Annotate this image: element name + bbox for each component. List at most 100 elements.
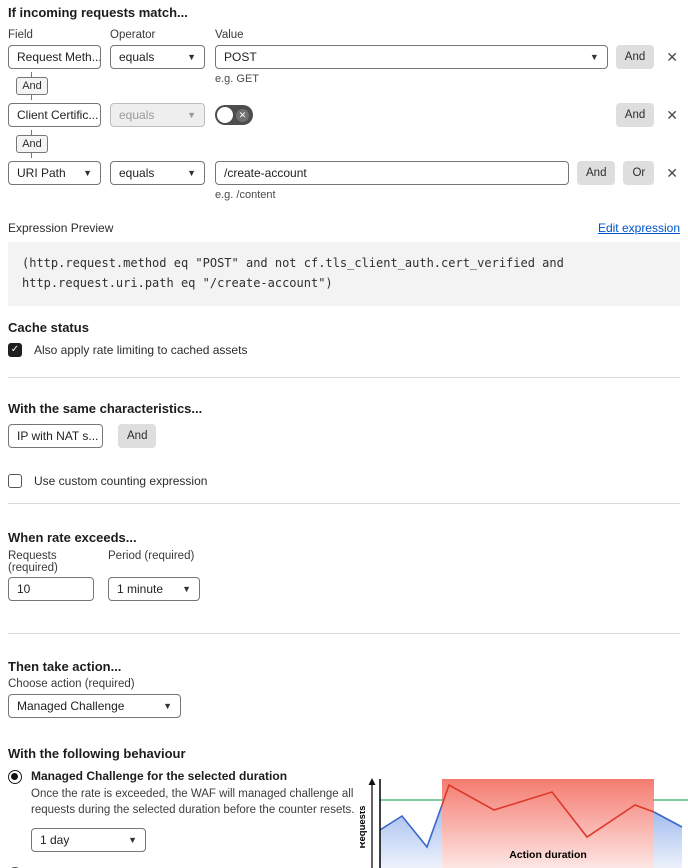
blue-area-right (654, 811, 682, 868)
chevron-down-icon: ▼ (589, 52, 599, 62)
value-column-label: Value (215, 29, 244, 41)
section-expression: Expression Preview Edit expression (http… (8, 221, 680, 306)
behaviour-option-throttle: Throttle requests over the maximum confi… (8, 866, 360, 868)
plot-axes (379, 778, 381, 868)
blue-area-left (380, 804, 442, 868)
divider (8, 502, 680, 504)
period-select[interactable]: 1 minute ▼ (108, 576, 200, 601)
field-select-3-value: URI Path (17, 166, 66, 180)
custom-counting-checkbox[interactable] (8, 473, 22, 488)
requests-input[interactable]: 10 (8, 576, 94, 601)
rate-heading: When rate exceeds... (8, 529, 137, 545)
characteristic-select-value: IP with NAT s... (17, 428, 99, 443)
value-hint-1: e.g. GET (215, 73, 260, 85)
operator-select-1[interactable]: equals ▼ (110, 45, 205, 69)
cert-verified-toggle[interactable]: ✕ (215, 105, 253, 125)
toggle-knob (217, 107, 233, 123)
connector-line (31, 72, 32, 77)
field-column-label: Field (8, 29, 33, 41)
field-select-1-value: Request Meth... (17, 50, 101, 64)
close-icon[interactable]: ✕ (666, 106, 678, 123)
section-characteristics: With the same characteristics... IP with… (8, 401, 680, 488)
divider (8, 632, 680, 634)
value-hint-3: e.g. /content (215, 189, 276, 201)
close-icon[interactable]: ✕ (666, 164, 678, 181)
action-duration-label: Action duration (509, 849, 587, 861)
value-select-1[interactable]: POST ▼ (215, 45, 608, 69)
duration-option-title: Managed Challenge for the selected durat… (31, 768, 288, 783)
and-button-row-3[interactable]: And (577, 161, 616, 185)
chevron-down-icon: ▼ (163, 700, 172, 711)
section-behaviour: With the following behaviour Managed Cha… (8, 745, 688, 868)
chevron-down-icon: ▼ (187, 168, 196, 178)
close-icon[interactable]: ✕ (666, 48, 678, 65)
behaviour-chart: Requests Time Action duration (357, 777, 688, 868)
duration-option-description: Once the rate is exceeded, the WAF will … (31, 787, 355, 817)
operator-select-2-value: equals (119, 108, 155, 122)
throttle-option-title: Throttle requests over the maximum confi… (31, 866, 360, 868)
cache-checkbox[interactable]: ✓ (8, 342, 22, 357)
section-action: Then take action... Choose action (requi… (8, 659, 680, 718)
value-input-3[interactable]: /create-account (215, 161, 570, 185)
choose-action-label: Choose action (required) (8, 677, 135, 690)
behaviour-option-duration: Managed Challenge for the selected durat… (8, 769, 360, 854)
characteristics-and-button[interactable]: And (118, 423, 157, 448)
connector-and-chip: And (16, 135, 48, 153)
characteristic-select[interactable]: IP with NAT s... ▼ (8, 423, 103, 448)
match-column-labels: Field Operator Value (8, 29, 680, 41)
custom-counting-label: Use custom counting expression (34, 473, 208, 488)
y-axis-label: Requests (360, 805, 368, 848)
action-select[interactable]: Managed Challenge ▼ (8, 693, 181, 718)
action-select-value: Managed Challenge (17, 698, 125, 713)
action-heading: Then take action... (8, 658, 122, 674)
requests-label: Requests (required) (8, 549, 58, 574)
match-row-3: URI Path ▼ equals ▼ /create-account And … (8, 161, 680, 201)
requests-line-blue-left (379, 804, 443, 849)
connector-and-chip: And (16, 77, 48, 95)
expression-preview-label: Expression Preview (8, 221, 114, 235)
chevron-down-icon: ▼ (187, 52, 196, 62)
or-button-row-3[interactable]: Or (623, 161, 655, 185)
value-input-3-value: /create-account (224, 166, 307, 180)
section-cache: Cache status ✓ Also apply rate limiting … (8, 320, 680, 357)
edit-expression-link[interactable]: Edit expression (597, 221, 680, 235)
chevron-down-icon: ▼ (83, 168, 92, 178)
toggle-off-icon: ✕ (236, 108, 249, 122)
operator-select-1-value: equals (119, 50, 155, 64)
operator-select-3-value: equals (119, 166, 155, 180)
connector-and-1: And (8, 72, 680, 100)
chevron-down-icon: ▼ (182, 583, 191, 594)
connector-line (31, 130, 32, 135)
match-heading: If incoming requests match... (8, 5, 188, 20)
and-button-row-2[interactable]: And (615, 103, 655, 127)
operator-select-3[interactable]: equals ▼ (110, 161, 205, 185)
cache-checkbox-label: Also apply rate limiting to cached asset… (34, 342, 248, 357)
characteristics-heading: With the same characteristics... (8, 400, 203, 416)
chevron-down-icon: ▼ (187, 110, 196, 120)
chevron-down-icon: ▼ (128, 834, 137, 845)
expression-code: (http.request.method eq "POST" and not c… (8, 242, 680, 306)
field-select-1[interactable]: Request Meth... ▼ (8, 45, 101, 69)
operator-column-label: Operator (110, 29, 156, 41)
value-select-1-value: POST (224, 50, 257, 64)
field-select-3[interactable]: URI Path ▼ (8, 161, 101, 185)
and-button-row-1[interactable]: And (615, 45, 655, 69)
requests-line-blue-right (653, 810, 683, 828)
duration-select-value: 1 day (40, 832, 70, 847)
behaviour-heading: With the following behaviour (8, 745, 186, 761)
behaviour-chart-wrap: Requests Time Action duration (357, 765, 688, 868)
match-row-2: Client Certific... ▼ equals ▼ ✕ And ✕ (8, 103, 680, 127)
period-select-value: 1 minute (117, 581, 164, 596)
y-arrow-head-up (368, 777, 376, 785)
cache-heading: Cache status (8, 319, 89, 335)
requests-line-red (441, 783, 655, 838)
operator-select-2: equals ▼ (110, 103, 205, 127)
field-select-2[interactable]: Client Certific... ▼ (8, 103, 101, 127)
connector-line (31, 95, 32, 100)
duration-radio[interactable] (8, 769, 22, 784)
section-rate: When rate exceeds... Requests (required)… (8, 530, 680, 601)
divider (8, 376, 680, 378)
match-row-1: Request Meth... ▼ equals ▼ POST ▼ And ✕ … (8, 45, 680, 85)
duration-select[interactable]: 1 day ▼ (31, 827, 146, 852)
connector-and-2: And (8, 130, 680, 158)
